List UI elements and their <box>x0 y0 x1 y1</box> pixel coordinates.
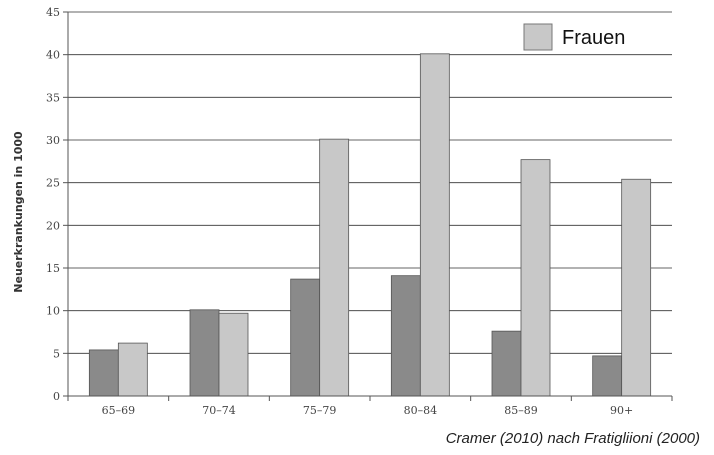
x-tick-label: 80–84 <box>404 404 438 417</box>
y-tick-label: 25 <box>46 177 60 190</box>
bar-frauen <box>520 159 551 397</box>
x-tick-label: 90+ <box>610 404 633 417</box>
bar-frauen <box>218 312 249 397</box>
bar-frauen <box>419 53 450 397</box>
y-tick-label: 5 <box>53 347 60 360</box>
y-tick-label: 0 <box>53 390 60 403</box>
y-tick-label: 10 <box>46 305 60 318</box>
bar-series1 <box>491 330 522 397</box>
legend: Frauen <box>523 23 625 51</box>
bar-series1 <box>592 355 623 397</box>
x-axis-ticks: 65–69 70–74 75–79 80–84 85–89 90+ <box>67 396 673 417</box>
grid-lines <box>68 11 672 354</box>
y-tick-label: 45 <box>46 6 60 19</box>
bar-frauen <box>319 138 350 397</box>
x-tick-label: 70–74 <box>202 404 236 417</box>
y-tick-label: 20 <box>46 219 60 232</box>
legend-swatch <box>523 23 553 51</box>
source-note: Cramer (2010) nach Fratigliioni (2000) <box>445 430 700 447</box>
y-tick-label: 35 <box>46 91 60 104</box>
y-axis-ticks: 0 5 10 15 20 25 30 35 40 45 <box>46 6 68 403</box>
y-axis-label: Neuerkrankungen in 1000 <box>12 131 25 293</box>
bar-frauen <box>621 178 652 397</box>
bar-series1 <box>290 278 321 397</box>
bar-series1 <box>390 275 421 397</box>
legend-label: Frauen <box>562 27 625 49</box>
bar-series1 <box>189 309 220 397</box>
x-tick-label: 65–69 <box>102 404 136 417</box>
bars <box>88 53 652 397</box>
y-tick-label: 40 <box>46 49 60 62</box>
y-tick-label: 30 <box>46 134 60 147</box>
x-tick-label: 75–79 <box>303 404 337 417</box>
y-tick-label: 15 <box>46 262 60 275</box>
bar-series1 <box>88 349 119 397</box>
x-tick-label: 85–89 <box>504 404 538 417</box>
bar-frauen <box>117 342 148 397</box>
